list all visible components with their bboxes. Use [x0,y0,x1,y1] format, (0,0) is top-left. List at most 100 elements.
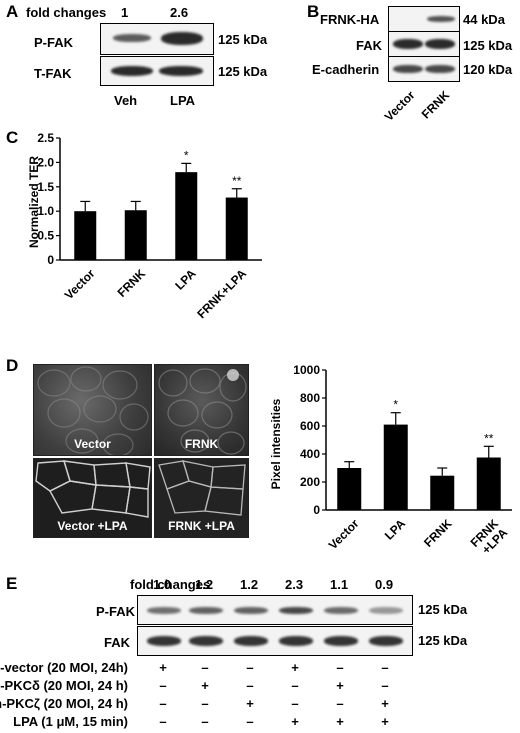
fold-value: 2.3 [285,577,304,592]
kda-label: 44 kDa [463,12,505,27]
blot-band [189,606,223,614]
condition-sign: – [201,714,209,729]
blot-band [324,606,358,614]
kda-label: 125 kDa [463,38,513,53]
panel-label-c: C [6,128,19,147]
condition-sign: + [291,714,299,729]
condition-sign: – [159,696,167,711]
panel-label-b: B [307,2,320,21]
blot-band [369,606,403,614]
x-tick-label: Vector [62,266,98,302]
x-tick-text: FRNK [115,266,149,300]
condition-label: Dn-PKCδ (20 MOI, 24 h) [0,678,128,693]
blot-row-label: FAK [104,635,130,650]
condition-sign: + [336,678,344,693]
micrograph-frnk-lpa: FRNK +LPA [154,458,249,538]
x-tick-label: FRNK [115,266,149,300]
condition-sign: – [159,678,167,693]
blot-e-fak [137,626,413,656]
micrograph-vector: Vector [33,364,152,456]
condition-sign: – [159,714,167,729]
condition-sign: + [381,714,389,729]
blot-band [147,606,181,614]
blot-band [234,606,268,614]
fold-value: 1.1 [330,577,349,592]
x-tick-label: LPA [172,266,198,292]
blot-row-label: E-cadherin [312,62,380,77]
y-tick-label: 800 [300,391,320,405]
x-tick-text: FRNK+LPA [194,266,249,321]
panel-label-d: D [6,356,19,375]
fold-value: 0.9 [375,577,394,592]
bar [124,210,147,260]
condition-sign: – [246,714,254,729]
blot-band [324,636,358,646]
condition-sign: – [336,660,344,675]
blot-e-p-fak [137,595,413,625]
condition-label: Ad5-vector (20 MOI, 24h) [0,660,128,675]
kda-label: 120 kDa [463,62,513,77]
significance-marker: * [393,398,398,412]
fold-value: 1.0 [153,577,172,592]
panel-label-a: A [6,2,19,21]
blot-frnk-ha [388,6,460,32]
blot-t-fak [100,56,214,86]
blot-band [234,636,268,646]
y-tick-label: 400 [300,447,320,461]
y-axis-label: Pixel intensities [269,398,283,489]
blot-fak [388,31,460,57]
kda-label: 125 kDa [218,32,268,47]
y-tick-label: 0.5 [37,229,54,243]
condition-sign: – [381,678,389,693]
condition-sign: + [201,678,209,693]
condition-sign: + [159,660,167,675]
chart-c-svg: Normalized TER 0 0.5 1.0 1.5 2.0 2.5 Vector FRN… [27,131,262,321]
blot-row-label: T-FAK [34,66,72,81]
condition-sign: – [291,696,299,711]
y-tick-label: 1.0 [37,204,54,218]
blot-band [147,636,181,646]
micrograph-frnk: FRNK [154,364,249,456]
chart-d-svg: Pixel intensities 0 200 400 600 800 1000 Vecto… [269,363,512,556]
significance-marker: * [184,148,189,162]
lane-label: LPA [170,93,196,108]
x-tick-text: Vector [326,516,362,552]
blot-p-fak [100,23,214,55]
bar [74,211,97,260]
y-tick-label: 0 [313,503,320,517]
bar [175,172,198,260]
condition-label: LPA (1 μM, 15 min) [13,714,128,729]
fold-changes-label: fold changes [130,577,211,592]
y-tick-label: 600 [300,419,320,433]
blot-row-label: P-FAK [96,604,135,619]
blot-band [189,636,223,646]
condition-sign: – [201,696,209,711]
fold-value: 1.2 [195,577,214,592]
x-tick-label: FRNK+LPA [468,516,511,556]
y-tick-label: 2.0 [37,155,54,169]
micrograph-caption: Vector [74,437,111,451]
blot-row-label: FAK [356,38,382,53]
lane-label: Veh [114,93,138,108]
bar [476,457,501,510]
condition-sign: + [246,696,254,711]
blot-row-label: P-FAK [34,35,73,50]
condition-sign: – [291,678,299,693]
x-tick-label: Vector [326,516,362,552]
significance-marker: ** [232,174,242,188]
condition-sign: + [291,660,299,675]
x-tick-label: FRNK [421,516,455,550]
condition-sign: – [336,696,344,711]
x-tick-text: FRNK [421,516,455,550]
fold-value: 1.2 [240,577,259,592]
y-axis-label: Normalized TER [27,156,41,248]
condition-sign: – [246,678,254,693]
kda-label: 125 kDa [418,633,468,648]
y-tick-label: 0 [47,253,54,267]
x-tick-text: Vector [62,266,98,302]
y-tick-label: 1.5 [37,180,54,194]
blot-row-label: FRNK-HA [320,12,380,27]
x-tick-text: LPA [172,266,198,292]
x-tick-label: FRNK+LPA [194,266,249,321]
lane-label: FRNK [418,88,452,122]
